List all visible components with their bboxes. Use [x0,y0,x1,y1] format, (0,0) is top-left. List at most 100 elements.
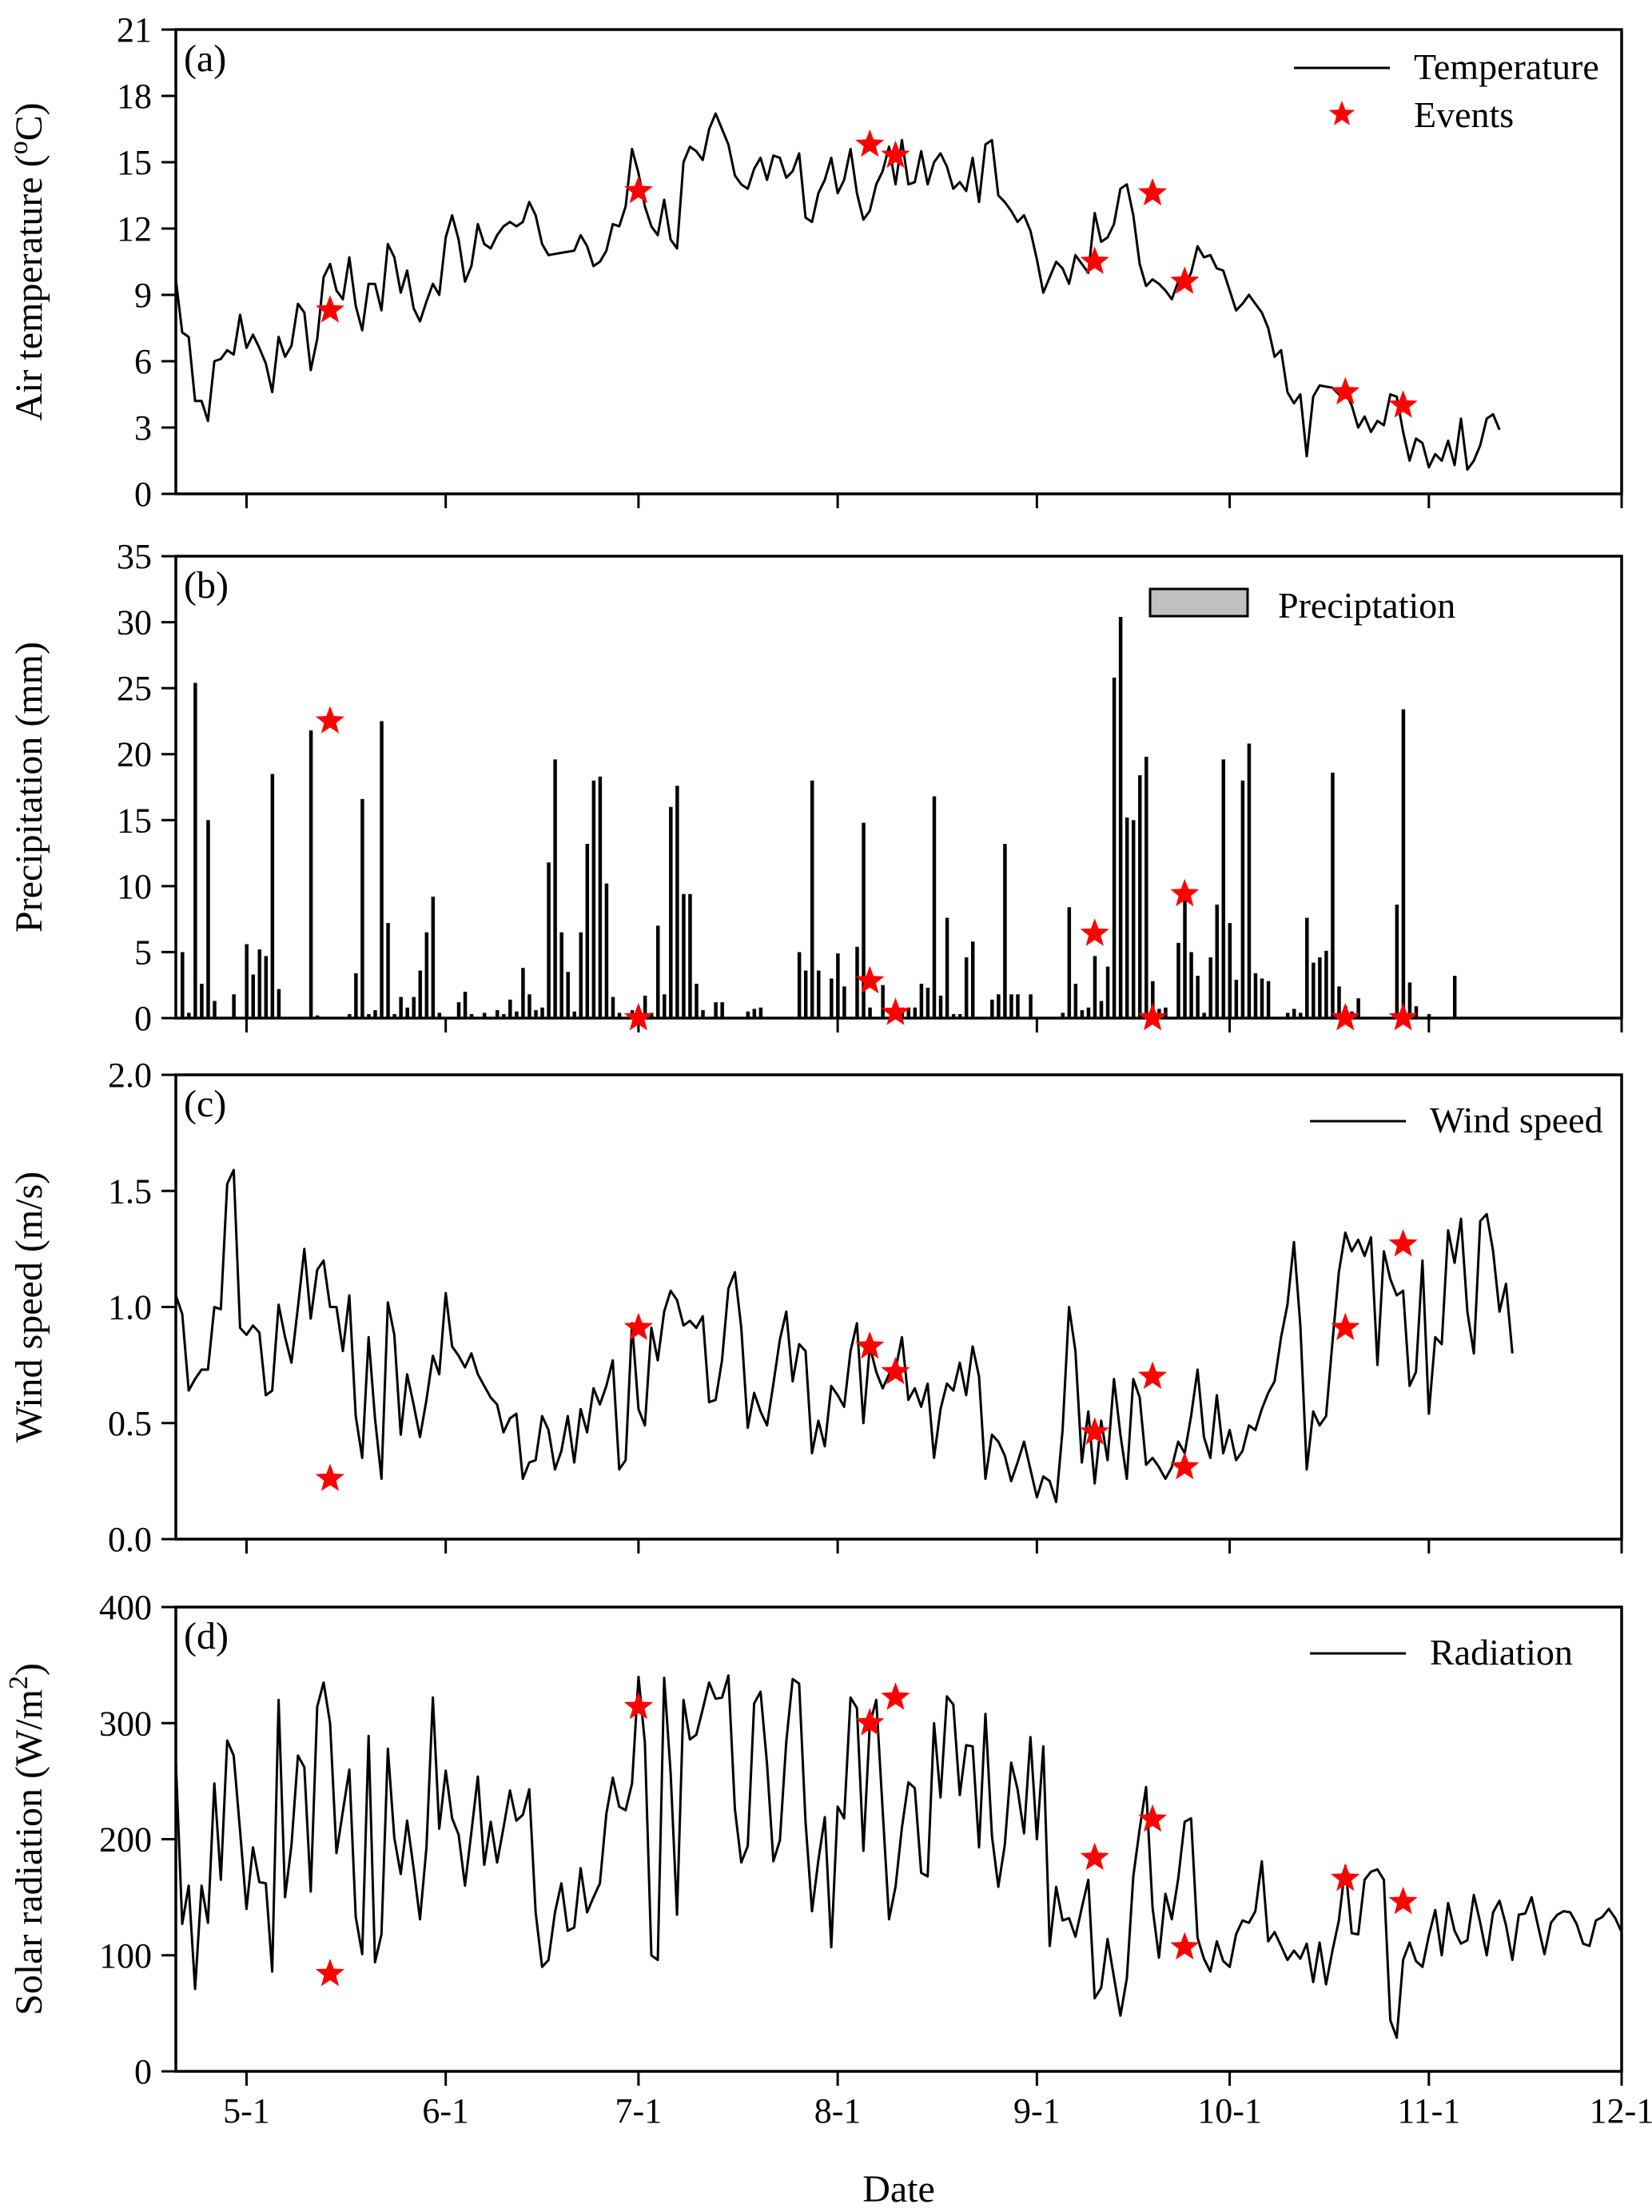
precip-bar [405,1007,409,1018]
y-tick-label: 2.0 [108,1056,152,1095]
y-axis-title: Wind speed (m/s) [8,1172,50,1442]
y-tick-label: 1.0 [108,1288,152,1327]
precip-bar [913,1007,918,1018]
precip-bar [553,759,557,1018]
x-tick-label: 6-1 [422,2091,469,2130]
precip-bar [412,997,416,1018]
precip-bar [386,923,390,1018]
precip-bar [926,988,930,1018]
legend-label: Preciptation [1278,585,1455,626]
y-tick-label: 0.0 [108,1520,152,1559]
event-star [623,1312,653,1340]
precip-bar [1003,844,1007,1018]
event-star [1138,177,1168,206]
precip-bar [964,957,969,1018]
series-line [174,112,1501,471]
x-tick-label: 11-1 [1397,2091,1460,2130]
event-star [855,1708,885,1736]
event-star [315,706,344,734]
precip-bar [1112,677,1117,1018]
y-tick-label: 9 [134,276,152,315]
y-tick-label: 15 [117,801,152,840]
y-tick-label: 15 [117,143,152,182]
event-star [1080,1417,1109,1445]
legend-box-icon [1148,587,1249,618]
panel-label: (c) [184,1083,226,1125]
precip-bar [193,682,197,1018]
event-star [855,1331,885,1359]
precip-bar [534,1010,538,1018]
precip-bar [1208,957,1212,1018]
y-tick-label: 6 [134,342,152,381]
precip-bar [688,893,692,1018]
event-star [1331,1863,1360,1892]
precip-bar [611,997,615,1018]
y-tick-label: 400 [99,1588,152,1627]
y-tick-label: 10 [117,867,152,906]
precip-bar [1125,817,1129,1018]
precip-bar [1118,616,1123,1018]
precip-bar [1138,775,1142,1018]
precip-bar [1234,980,1239,1018]
precip-bar [270,774,275,1018]
precip-bar [1356,998,1360,1018]
precip-bar [1260,978,1264,1018]
y-axis-title: Solar radiation (W/m2) [4,1663,50,2015]
precip-bar [482,1013,487,1018]
panel-label: (b) [184,564,229,607]
precip-bar [1292,1009,1296,1018]
panel-a: 0 3 6 9 12 15 18 21 Air temperature (oC) (a) Tempe… [4,10,1623,514]
event-star [1331,1312,1360,1340]
event-star [1388,1886,1418,1915]
event-star [315,1463,344,1491]
y-tick-label: 20 [117,735,152,774]
precip-bar [213,1001,217,1018]
x-axis: 5-1 6-1 7-1 8-1 9-1 10-1 11-1 12-1 Date [223,2091,1652,2210]
x-tick-label: 9-1 [1013,2091,1061,2130]
precip-bar [643,995,647,1018]
precip-bar [1067,907,1072,1018]
event-star [1138,1361,1168,1389]
precip-bar [881,985,885,1018]
precip-bar [1151,981,1155,1018]
precip-bar [251,974,255,1018]
event-star [855,965,885,994]
x-tick-label: 8-1 [814,2091,862,2130]
precip-bar [598,776,603,1018]
precip-bar [938,995,943,1018]
precip-bar [970,941,975,1018]
precip-bar [1099,1001,1104,1018]
event-star [1080,1842,1109,1871]
precip-bar [1029,994,1033,1018]
precip-bar [591,780,596,1018]
event-star [881,140,910,169]
precip-bar [1305,917,1309,1018]
y-tick-label: 200 [99,1820,152,1860]
precip-bar [720,1002,724,1018]
precip-bar [906,1007,911,1018]
precip-bar [572,1011,576,1018]
event-star [1388,1229,1418,1257]
x-tick-label: 12-1 [1590,2091,1652,2130]
precip-bar [868,1007,872,1018]
precip-bar [990,999,994,1018]
precip-bar [200,984,204,1018]
y-tick-label: 30 [117,603,152,643]
precip-bar [515,1011,519,1018]
precip-bar [360,798,364,1018]
precip-bar [373,1010,377,1018]
x-tick-label: 5-1 [223,2091,270,2130]
precip-bar [187,1013,191,1018]
precip-bar [418,970,423,1018]
precip-bar [649,1013,654,1018]
legend-label: Radiation [1430,1632,1573,1673]
precip-bar [1407,982,1412,1018]
precip-bar [1073,984,1078,1018]
y-tick-label: 0 [134,999,152,1038]
precip-bar [1240,780,1245,1018]
precip-bar [1427,1014,1431,1018]
precip-bar [547,862,551,1018]
panel-b: 0 5 10 15 20 25 30 35 Precipitation (mm) (b) Preci… [8,537,1623,1038]
precip-bar [1080,1010,1085,1018]
precip-bar [399,997,403,1018]
